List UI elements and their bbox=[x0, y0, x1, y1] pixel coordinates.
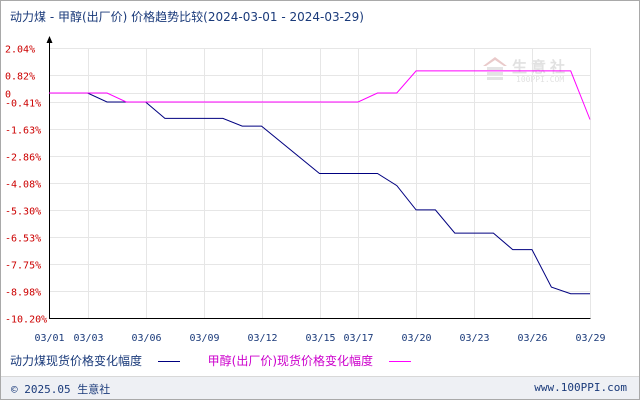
x-tick-label: 03/03 bbox=[73, 333, 103, 344]
x-tick-label: 03/15 bbox=[305, 333, 335, 344]
series-line-methanol bbox=[49, 70, 591, 120]
footer-copyright: © 2025.05 生意社 bbox=[11, 383, 111, 396]
legend-swatch-methanol bbox=[388, 361, 411, 362]
axes bbox=[46, 36, 591, 319]
x-tick-label: 03/06 bbox=[131, 333, 161, 344]
x-tick-label: 03/20 bbox=[401, 333, 431, 344]
legend-item-coal: 动力煤现货价格变化幅度 bbox=[10, 352, 180, 369]
grid bbox=[49, 48, 591, 319]
y-tick-label: 0 bbox=[5, 90, 11, 101]
watermark-url: 100PPI.COM bbox=[516, 75, 565, 84]
tick-labels: 2.04% 0.82% 0-0.41% -1.63% -2.86% -4.08% -5.30… bbox=[5, 45, 606, 345]
y-tick-label: -0.41% bbox=[5, 99, 41, 110]
y-tick-label: -7.75% bbox=[5, 261, 41, 272]
x-tick-label: 03/01 bbox=[34, 333, 64, 344]
series-lines bbox=[49, 70, 591, 295]
footer-url[interactable]: www.100PPI.com bbox=[534, 381, 627, 394]
legend-label-methanol: 甲醇(出厂价)现货价格变化幅度 bbox=[207, 354, 374, 368]
chart-title: 动力煤 - 甲醇(出厂价) 价格趋势比较(2024-03-01 - 2024-0… bbox=[10, 10, 364, 24]
y-axis-arrow bbox=[46, 36, 53, 43]
y-tick-label: 2.04% bbox=[5, 45, 35, 56]
series-line-coal bbox=[49, 92, 590, 295]
watermark-logo-icon bbox=[483, 57, 507, 80]
y-tick-label: 0.82% bbox=[5, 72, 35, 83]
legend: 动力煤现货价格变化幅度 甲醇(出厂价)现货价格变化幅度 bbox=[10, 352, 435, 369]
x-tick-label: 03/26 bbox=[517, 333, 547, 344]
y-tick-label: -2.86% bbox=[5, 153, 41, 164]
footer: © 2025.05 生意社 www.100PPI.com bbox=[1, 376, 639, 399]
y-tick-label: -8.98% bbox=[5, 288, 41, 299]
y-tick-label: -5.30% bbox=[5, 207, 41, 218]
x-tick-label: 03/17 bbox=[343, 333, 373, 344]
y-tick-label: -6.53% bbox=[5, 234, 41, 245]
x-tick-label: 03/23 bbox=[459, 333, 489, 344]
watermark: 生意社 100PPI.COM bbox=[482, 56, 582, 90]
x-tick-label: 03/29 bbox=[575, 333, 605, 344]
legend-label-coal: 动力煤现货价格变化幅度 bbox=[10, 354, 143, 368]
y-tick-label: -10.20% bbox=[5, 315, 47, 326]
x-tick-label: 03/12 bbox=[247, 333, 277, 344]
legend-swatch-coal bbox=[157, 361, 180, 362]
legend-item-methanol: 甲醇(出厂价)现货价格变化幅度 bbox=[208, 352, 411, 369]
y-tick-label: -4.08% bbox=[5, 180, 41, 191]
y-tick-label: -1.63% bbox=[5, 126, 41, 137]
x-tick-label: 03/09 bbox=[189, 333, 219, 344]
watermark-text: 生意社 bbox=[512, 58, 570, 76]
